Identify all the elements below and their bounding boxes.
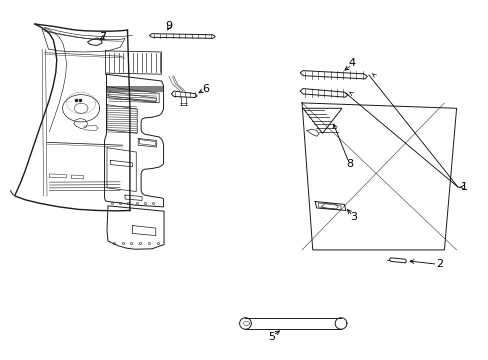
Text: 4: 4 (347, 58, 355, 68)
Text: 2: 2 (435, 259, 442, 269)
Text: 5: 5 (267, 332, 274, 342)
Text: 6: 6 (202, 84, 208, 94)
Text: 3: 3 (349, 212, 357, 221)
Text: 1: 1 (460, 182, 467, 192)
Text: 9: 9 (165, 21, 172, 31)
Text: 7: 7 (100, 32, 106, 41)
Text: 8: 8 (345, 159, 352, 169)
